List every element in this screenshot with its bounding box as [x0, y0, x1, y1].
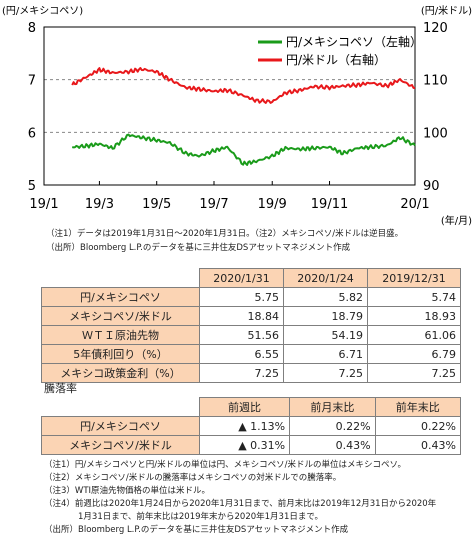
table-cell: 5.82 [283, 287, 368, 307]
x-tick-label: 19/3 [85, 197, 114, 212]
yright-tick-label: 110 [423, 74, 448, 89]
chart-note-2: （出所）Bloomberg L.P.のデータを基に三井住友DSアセットマネジメン… [46, 243, 351, 253]
column-header: 2020/1/24 [283, 268, 368, 288]
change-rate-table: 前週比 前月末比 前年末比 円/メキシコペソ ▲ 1.13% 0.22% 0.2… [41, 397, 462, 455]
x-tick-label: 19/5 [142, 197, 171, 212]
footnote-2: （注2）メキシコペソ/米ドルの騰落率はメキシコペソの対米ドルでの騰落率。 [44, 473, 342, 483]
footnote-4: （注4）前週比は2020年1月24日から2020年1月31日まで、前月末比は20… [44, 499, 437, 509]
table-cell: ▲ 0.31% [198, 435, 291, 455]
table-cell: 54.19 [283, 325, 368, 345]
table-header-row: 2020/1/31 2020/1/24 2019/12/31 [41, 268, 461, 288]
table-cell: 0.22% [374, 416, 462, 436]
table-cell: 61.06 [367, 325, 461, 345]
table-cell: 7.25 [367, 363, 461, 383]
table-header-row: 前週比 前月末比 前年末比 [41, 397, 462, 417]
footnote-5: 1月31日まで、前年末比は2019年末から2020年1月31日まで。 [44, 512, 324, 522]
column-header: 前週比 [198, 397, 291, 417]
row-label: 円/メキシコペソ [41, 416, 200, 436]
column-header: 前年末比 [374, 397, 462, 417]
table-cell: ▲ 1.13% [198, 416, 291, 436]
table-row: メキシコペソ/米ドル 18.84 18.79 18.93 [41, 306, 461, 326]
column-header: 2020/1/31 [199, 268, 284, 288]
x-tick-label: 19/11 [311, 197, 348, 212]
yright-tick-label: 90 [423, 179, 440, 194]
table-corner [41, 268, 200, 288]
x-tick-label: 19/7 [199, 197, 228, 212]
yright-tick-label: 100 [423, 126, 448, 141]
footnote-3: （注3）WTI原油先物価格の単位は米ドル。 [44, 486, 211, 496]
chart-note-1: （注1）データは2019年1月31日～2020年1月31日。（注2）メキシコペソ… [46, 229, 404, 239]
fx-line-chart: 5 6 7 8 90 100 110 120 19/1 19/3 19/5 19/7 19/9 19/11… [2, 4, 472, 227]
table-cell: 6.79 [367, 344, 461, 364]
table-row: 5年債利回り（%） 6.55 6.71 6.79 [41, 344, 461, 364]
table-cell: 18.79 [283, 306, 368, 326]
table-cell: 5.75 [199, 287, 284, 307]
table-row: メキシコペソ/米ドル ▲ 0.31% 0.43% 0.43% [41, 435, 462, 455]
table-row: 円/メキシコペソ 5.75 5.82 5.74 [41, 287, 461, 307]
table-row: ＷＴＩ原油先物 51.56 54.19 61.06 [41, 325, 461, 345]
row-label: メキシコ政策金利（%） [41, 363, 200, 383]
yleft-tick-label: 6 [28, 126, 36, 141]
series-line-usd [71, 67, 416, 104]
footnote-1: （注1）円/メキシコペソと円/米ドルの単位は円、メキシコペソ/米ドルの単位はメキ… [44, 460, 406, 470]
table-cell: 18.93 [367, 306, 461, 326]
chart-gridlines [44, 79, 415, 133]
legend-label-usd: 円/米ドル（右軸） [286, 52, 386, 67]
column-header: 前月末比 [289, 397, 376, 417]
table-row: 円/メキシコペソ ▲ 1.13% 0.22% 0.22% [41, 416, 462, 436]
change-rate-title: 騰落率 [44, 382, 77, 395]
table-cell: 7.25 [199, 363, 284, 383]
x-unit-label: (年/月) [441, 214, 472, 227]
column-header: 2019/12/31 [367, 268, 461, 288]
row-label: メキシコペソ/米ドル [41, 435, 200, 455]
table-cell: 51.56 [199, 325, 284, 345]
x-tick-label: 19/1 [29, 197, 58, 212]
table-row: メキシコ政策金利（%） 7.25 7.25 7.25 [41, 363, 461, 383]
footnote-source: （出所）Bloomberg L.P.のデータを基に三井住友DSアセットマネジメン… [44, 525, 349, 535]
yleft-tick-label: 7 [28, 74, 36, 89]
table-cell: 0.43% [374, 435, 462, 455]
legend: 円/メキシコペソ（左軸） 円/米ドル（右軸） [258, 34, 422, 67]
table-cell: 6.71 [283, 344, 368, 364]
yright-unit-label: (円/米ドル) [421, 4, 472, 17]
legend-label-mxn: 円/メキシコペソ（左軸） [286, 34, 422, 49]
row-label: 5年債利回り（%） [41, 344, 200, 364]
table-cell: 5.74 [367, 287, 461, 307]
table-cell: 6.55 [199, 344, 284, 364]
row-label: ＷＴＩ原油先物 [41, 325, 200, 345]
x-tick-label: 20/1 [400, 197, 429, 212]
yleft-unit-label: (円/メキシコペソ) [2, 6, 83, 17]
table-corner [41, 397, 200, 417]
table-cell: 0.43% [289, 435, 376, 455]
table-cell: 7.25 [283, 363, 368, 383]
yleft-tick-label: 5 [28, 179, 36, 194]
table-cell: 0.22% [289, 416, 376, 436]
x-tick-label: 19/9 [258, 197, 287, 212]
plot-frame [43, 26, 416, 186]
row-label: 円/メキシコペソ [41, 287, 200, 307]
yleft-tick-label: 8 [28, 21, 36, 36]
yright-tick-label: 120 [423, 21, 448, 36]
table-cell: 18.84 [199, 306, 284, 326]
series-line-mxn [71, 133, 416, 166]
row-label: メキシコペソ/米ドル [41, 306, 200, 326]
market-data-table: 2020/1/31 2020/1/24 2019/12/31 円/メキシコペソ … [41, 268, 461, 383]
